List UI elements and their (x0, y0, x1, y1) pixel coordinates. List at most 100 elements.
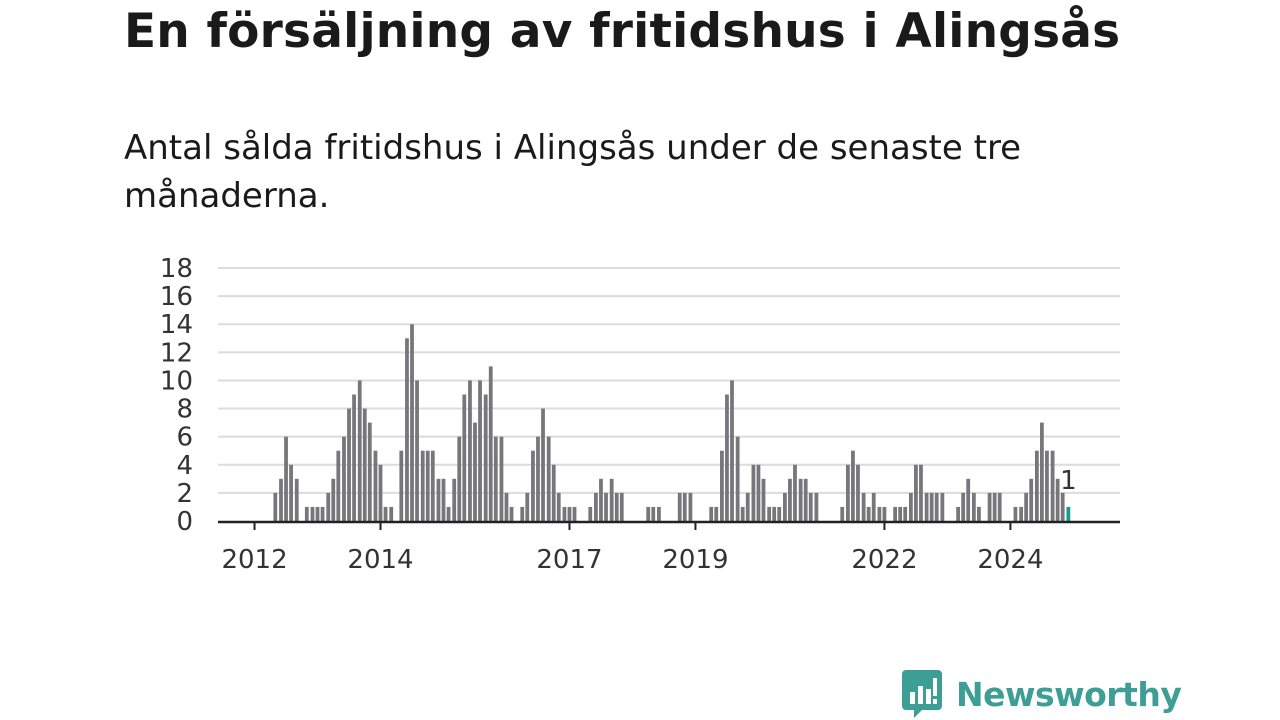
bar (793, 464, 797, 521)
bar (798, 478, 803, 521)
bar (997, 492, 1002, 521)
bar (934, 492, 939, 521)
data-label: 1 (1060, 466, 1077, 496)
bar (856, 464, 860, 521)
bar (971, 492, 976, 521)
bar (294, 478, 299, 521)
bar (1029, 478, 1034, 521)
bar (352, 394, 356, 521)
bar (488, 366, 493, 521)
x-tick-label: 2022 (851, 545, 917, 575)
y-tick-label: 14 (160, 310, 193, 340)
bar (436, 478, 441, 521)
bar (745, 492, 750, 521)
bar (425, 450, 430, 521)
bar (410, 324, 414, 521)
bar (808, 492, 813, 521)
bar (657, 506, 661, 521)
bar (1045, 450, 1049, 521)
bar (761, 478, 766, 521)
bar (846, 464, 850, 521)
bar (279, 478, 283, 521)
bar (457, 436, 462, 521)
bar (882, 506, 887, 521)
bar (562, 506, 567, 521)
bar (342, 436, 346, 521)
bar (273, 492, 278, 521)
bar (304, 506, 309, 521)
bar (1040, 422, 1044, 521)
bar (898, 506, 903, 521)
newsworthy-chat-bar-icon (902, 670, 942, 718)
bar (803, 478, 808, 521)
bar (893, 506, 898, 521)
bar (919, 464, 923, 521)
bar (956, 506, 961, 521)
bar (677, 492, 682, 521)
bar (420, 450, 425, 521)
bar (362, 408, 367, 521)
bar (940, 492, 945, 521)
annotations: 1 (1058, 463, 1080, 498)
bar (877, 506, 882, 521)
x-tick-label: 2024 (977, 545, 1043, 575)
bar (572, 506, 577, 521)
bar (389, 506, 394, 521)
bar (452, 478, 457, 521)
bar (499, 436, 504, 521)
bar (604, 492, 608, 521)
bar (478, 380, 482, 521)
y-tick-label: 12 (160, 338, 193, 368)
bar (725, 394, 729, 521)
bar (929, 492, 934, 521)
bar (714, 506, 719, 521)
bar (908, 492, 913, 521)
bar (924, 492, 929, 521)
bar (541, 408, 545, 521)
bar (788, 478, 792, 521)
bar (903, 506, 908, 521)
y-tick-label: 10 (160, 366, 193, 396)
bar (720, 450, 724, 521)
bar (1060, 492, 1065, 521)
bar (289, 464, 293, 521)
bar (546, 436, 551, 521)
bar (977, 506, 981, 521)
bar (619, 492, 624, 521)
bar (520, 506, 525, 521)
bar (315, 506, 320, 521)
x-tick-label: 2014 (347, 545, 413, 575)
bar (751, 464, 756, 521)
y-tick-label: 4 (176, 451, 193, 481)
bar (914, 464, 918, 521)
bar (1024, 492, 1029, 521)
bar (614, 492, 619, 521)
bar (777, 506, 782, 521)
bar (326, 492, 331, 521)
bar (814, 492, 819, 521)
bar (961, 492, 966, 521)
bar (992, 492, 997, 521)
bar (320, 506, 325, 521)
bar (383, 506, 388, 521)
bar (531, 450, 535, 521)
bar (367, 422, 372, 521)
x-axis-ticks: 2012 2014 2017 2019 2022 2024 (221, 522, 1043, 575)
y-tick-label: 18 (160, 254, 193, 284)
bar (462, 394, 467, 521)
bar (730, 380, 734, 521)
bar (405, 338, 409, 521)
bar (284, 436, 288, 521)
bar (310, 506, 315, 521)
bar (493, 436, 498, 521)
bar (399, 450, 404, 521)
bar (646, 506, 651, 521)
bar (357, 380, 362, 521)
bar (767, 506, 772, 521)
chart-subtitle: Antal sålda fritidshus i Alingsås under … (124, 128, 1022, 216)
bar (1055, 478, 1060, 521)
bar (415, 380, 419, 521)
bar (1013, 506, 1018, 521)
